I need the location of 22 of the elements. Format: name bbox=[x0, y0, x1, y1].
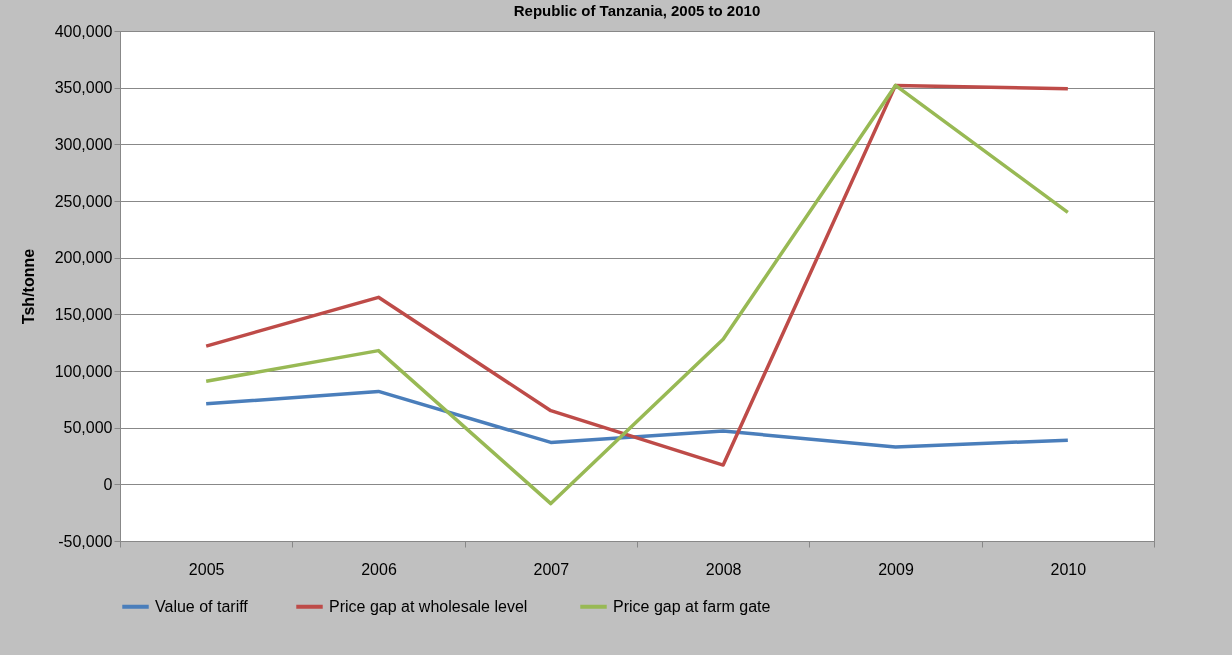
y-tick-label: 350,000 bbox=[54, 79, 113, 97]
y-tick-label: -50,000 bbox=[58, 532, 113, 550]
y-tick-label: 50,000 bbox=[63, 419, 113, 437]
legend-label: Price gap at wholesale level bbox=[329, 597, 528, 615]
line-series bbox=[204, 389, 1070, 449]
y-tick-label: 250,000 bbox=[54, 192, 113, 210]
x-tick-label: 2007 bbox=[533, 560, 570, 578]
y-tick-label: 200,000 bbox=[54, 249, 113, 267]
legend-label: Price gap at farm gate bbox=[613, 597, 771, 615]
x-tick-label: 2005 bbox=[188, 560, 225, 578]
y-axis-title: Tsh/tonne bbox=[19, 248, 37, 325]
y-tick-label: 100,000 bbox=[54, 362, 113, 380]
y-tick-label: 300,000 bbox=[54, 135, 113, 153]
x-tick-label: 2006 bbox=[361, 560, 397, 578]
y-tick-label: 400,000 bbox=[54, 22, 113, 40]
x-tick-label: 2009 bbox=[878, 560, 914, 578]
y-tick-label: 150,000 bbox=[54, 305, 113, 323]
x-tick-label: 2008 bbox=[705, 560, 742, 578]
chart-title: Republic of Tanzania, 2005 to 2010 bbox=[513, 2, 761, 19]
y-tick-label: 0 bbox=[103, 475, 113, 493]
legend-label: Value of tariff bbox=[155, 597, 249, 615]
x-tick-label: 2010 bbox=[1050, 560, 1087, 578]
